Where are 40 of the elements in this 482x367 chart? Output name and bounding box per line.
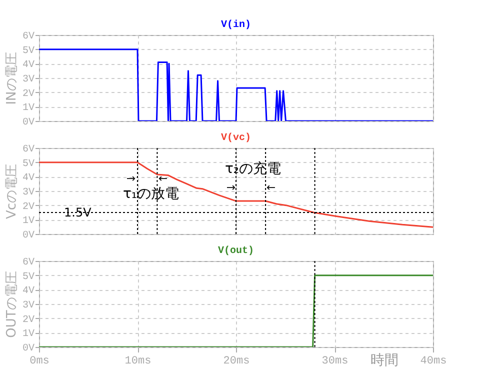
y-axis-title: OUTの電圧 <box>4 271 20 338</box>
y-tick-label: 6V <box>22 258 34 268</box>
y-tick-label: 4V <box>22 286 34 298</box>
y-tick-label: 5V <box>22 46 34 57</box>
x-tick-label: 0ms <box>30 356 50 367</box>
text: V(vc) <box>220 132 252 144</box>
y-tick-label: 1V <box>22 103 34 114</box>
annotation: ← <box>158 172 168 185</box>
y-axis-title: INの電圧 <box>4 52 20 105</box>
annotation: τ₁の放電 <box>122 186 180 202</box>
annotation: τ₂の充電 <box>224 161 282 177</box>
y-tick-label: 0V <box>22 118 34 128</box>
x-tick-label: 20ms <box>223 356 250 367</box>
y-tick-label: 0V <box>22 230 34 242</box>
y-tick-label: 4V <box>22 173 34 184</box>
x-tick-label: 10ms <box>124 356 152 367</box>
y-tick-label: 5V <box>22 158 34 170</box>
y-tick-label: 1V <box>22 329 34 340</box>
y-tick-label: 0V <box>22 344 34 354</box>
y-tick-label: 1V <box>22 216 34 228</box>
y-tick-label: 2V <box>22 88 34 100</box>
text: V(out) <box>218 245 254 257</box>
y-tick-label: 6V <box>22 144 34 156</box>
annotation: → <box>226 181 236 194</box>
x-tick-label: 40ms <box>420 356 447 367</box>
y-tick-label: 5V <box>22 272 34 283</box>
annotation: ← <box>266 181 276 194</box>
y-axis-title: Vcの電圧 <box>4 164 20 220</box>
y-tick-label: 3V <box>22 74 34 86</box>
y-tick-label: 6V <box>22 32 34 42</box>
ref-line-label: 1.5V <box>64 206 92 220</box>
annotation: → <box>126 172 136 185</box>
y-tick-label: 3V <box>22 300 34 312</box>
y-tick-label: 2V <box>22 314 34 326</box>
y-tick-label: 3V <box>22 188 34 198</box>
y-tick-label: 4V <box>22 60 34 72</box>
x-tick-label: 30ms <box>322 356 348 367</box>
text: V(in) <box>220 19 252 31</box>
x-axis-title: 時間 <box>370 352 398 367</box>
y-tick-label: 2V <box>22 202 34 213</box>
